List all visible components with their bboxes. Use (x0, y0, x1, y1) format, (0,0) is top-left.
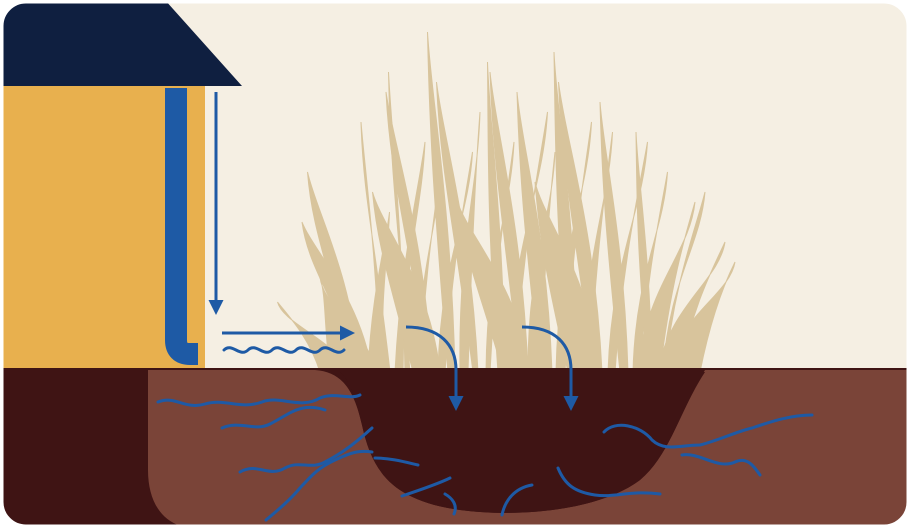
grass-blade (372, 191, 441, 373)
surface-runoff-squiggle (222, 346, 346, 354)
water-squiggle-icon (443, 492, 457, 516)
grass-blade (667, 261, 736, 373)
grass-blade (516, 91, 553, 373)
grass-blade (635, 131, 653, 373)
grass-blade (489, 71, 529, 373)
grass-blade (427, 31, 456, 373)
infiltration-water (156, 393, 814, 522)
water-squiggle-icon (373, 456, 420, 467)
water-squiggle-icon (220, 405, 327, 430)
grass-blade (457, 201, 531, 373)
water-squiggle-icon (500, 483, 534, 517)
grass-blade (657, 241, 726, 373)
infiltration-arrow-left (405, 325, 464, 411)
grass-blade (599, 101, 629, 373)
grass-blade (534, 181, 601, 373)
water-squiggle-icon (400, 476, 452, 498)
water-squiggle-icon (602, 413, 814, 449)
grass-blade (662, 191, 706, 373)
water-squiggle-icon (264, 449, 374, 522)
downspout-icon (165, 88, 198, 365)
infiltration-arrow-right (521, 325, 579, 411)
ornamental-grass-icon (277, 31, 736, 373)
grass-blade (637, 201, 696, 373)
water-squiggle-icon (156, 393, 362, 407)
water-squiggle-icon (680, 453, 762, 477)
roof-icon (2, 2, 242, 86)
water-squiggle-icon (556, 466, 662, 498)
rain-garden-basin (340, 372, 705, 513)
grass-blade (360, 121, 391, 373)
water-squiggle-icon (238, 426, 374, 474)
soil-layer-amended (148, 370, 908, 526)
grass-blade (558, 81, 603, 373)
